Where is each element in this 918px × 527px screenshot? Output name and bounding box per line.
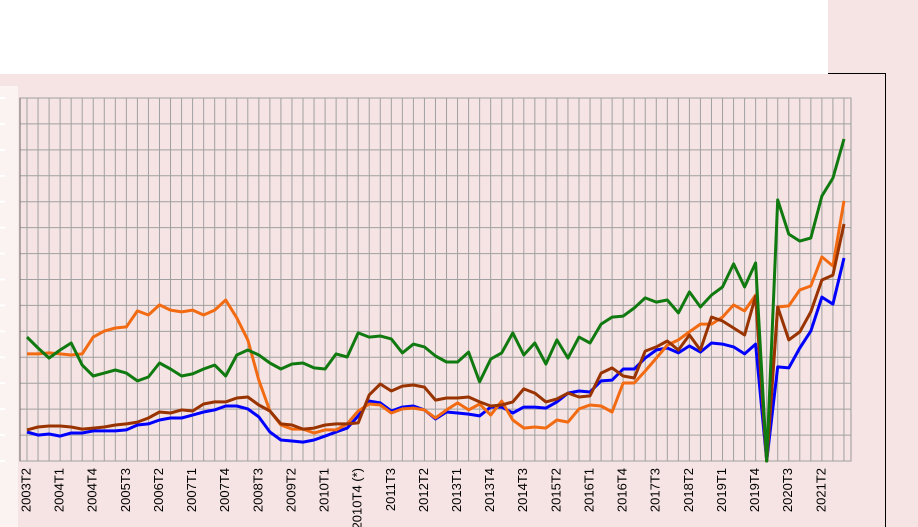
x-tick-label: 2005T3 — [118, 468, 133, 512]
series-line — [26, 223, 846, 463]
x-tick-label: 2018T2 — [681, 468, 696, 512]
x-tick-label: 2007T1 — [184, 468, 199, 512]
x-tick-label: 2010T4 (*) — [350, 468, 365, 527]
x-tick-label: 2008T3 — [250, 468, 265, 512]
x-tick-label: 2006T2 — [151, 468, 166, 512]
x-tick-label: 2013T4 — [482, 468, 497, 512]
x-tick-label: 2016T4 — [615, 468, 630, 512]
x-tick-label: 2007T4 — [217, 468, 232, 512]
x-tick-label: 2004T4 — [85, 468, 100, 512]
x-tick-label: 2013T1 — [449, 468, 464, 512]
x-tick-label: 2011T3 — [383, 468, 398, 511]
frame — [828, 73, 886, 527]
x-tick-label: 2020T3 — [780, 468, 795, 512]
x-tick-label: 2019T4 — [747, 468, 762, 512]
x-tick-label: 2003T2 — [18, 468, 33, 512]
x-tick-label: 2012T2 — [416, 468, 431, 512]
x-tick-label: 2019T1 — [714, 468, 729, 512]
x-tick-label: 2010T1 — [317, 468, 332, 512]
axis-strip — [0, 86, 18, 527]
x-tick-label: 2021T2 — [813, 468, 828, 512]
x-tick-label: 2014T3 — [515, 468, 530, 512]
x-tick-label: 2017T3 — [648, 468, 663, 512]
x-tick-label: 2009T2 — [283, 468, 298, 512]
x-tick-label: 2015T2 — [548, 468, 563, 512]
x-tick-label: 2004T1 — [52, 468, 67, 512]
header-area — [0, 0, 828, 74]
x-tick-label: 2016T1 — [581, 468, 596, 512]
series-line — [25, 138, 846, 463]
